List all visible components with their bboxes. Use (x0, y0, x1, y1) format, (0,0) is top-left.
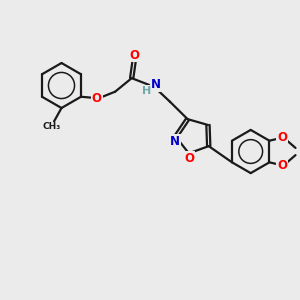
Text: O: O (184, 152, 194, 165)
Text: O: O (92, 92, 102, 105)
Text: H: H (142, 86, 151, 96)
Text: N: N (170, 135, 180, 148)
Text: CH₃: CH₃ (43, 122, 61, 131)
Text: O: O (277, 131, 287, 144)
Text: N: N (151, 78, 161, 91)
Text: O: O (130, 49, 140, 62)
Text: O: O (277, 159, 287, 172)
